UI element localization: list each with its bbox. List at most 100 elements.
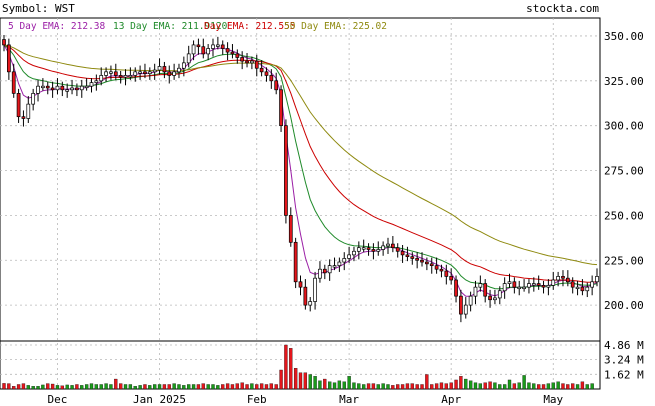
- legend-ema13: 13 Day EMA: 211.9120: [113, 21, 228, 32]
- volume-bar: [12, 386, 16, 390]
- volume-bar: [109, 384, 113, 390]
- candle: [211, 44, 215, 49]
- candle: [104, 71, 108, 76]
- price-tick-label: 200.00: [604, 299, 644, 312]
- candle: [493, 297, 497, 301]
- candle: [254, 60, 259, 69]
- volume-bar: [507, 379, 512, 390]
- candle: [390, 243, 395, 249]
- candle: [371, 249, 376, 252]
- candle: [50, 87, 55, 91]
- candle: [565, 277, 570, 283]
- volume-bar: [464, 378, 468, 390]
- candle: [206, 48, 211, 55]
- volume-bar: [221, 384, 225, 390]
- candle: [220, 44, 225, 49]
- volume-bar: [167, 384, 171, 390]
- candle: [288, 215, 293, 243]
- volume-tick-label: 4.86 M: [604, 339, 644, 352]
- volume-bar: [478, 383, 483, 390]
- volume-bar: [225, 383, 230, 390]
- volume-bar: [31, 386, 35, 390]
- volume-bar: [546, 383, 551, 390]
- time-tick-label: May: [543, 393, 563, 406]
- volume-bar: [138, 385, 142, 390]
- volume-bar: [532, 383, 536, 390]
- volume-bar: [143, 384, 147, 390]
- volume-bar: [114, 378, 118, 390]
- volume-bar: [434, 383, 439, 390]
- legend-ema50: 50 Day EMA: 225.02: [284, 21, 387, 32]
- candle: [16, 93, 21, 118]
- legend-ema5: 5 Day EMA: 212.38: [8, 21, 106, 32]
- candle: [332, 265, 337, 268]
- volume-bar: [7, 383, 11, 390]
- volume-bar: [571, 383, 575, 390]
- candle: [425, 261, 429, 265]
- volume-bar: [128, 384, 133, 390]
- candle: [590, 281, 594, 288]
- candle: [507, 281, 512, 284]
- candle: [327, 265, 332, 274]
- volume-bar: [488, 381, 492, 390]
- volume-bar: [420, 384, 424, 390]
- candle: [556, 276, 560, 281]
- candle: [152, 69, 157, 73]
- volume-bar: [376, 384, 380, 390]
- volume-bar: [517, 382, 521, 390]
- candle: [201, 46, 206, 55]
- volume-bar: [216, 385, 220, 390]
- candle: [177, 67, 181, 73]
- candle: [444, 270, 449, 277]
- volume-bar: [191, 384, 196, 390]
- candle: [21, 116, 26, 119]
- volume-bar: [410, 383, 414, 390]
- candle: [541, 285, 546, 288]
- volume-bar: [94, 384, 99, 390]
- candle: [483, 283, 488, 297]
- price-tick-label: 250.00: [604, 209, 644, 222]
- volume-bar: [16, 384, 21, 390]
- candle: [376, 249, 381, 252]
- volume-bar: [289, 348, 293, 390]
- candle: [41, 85, 45, 89]
- volume-bar: [575, 384, 580, 390]
- volume-bar: [50, 383, 55, 390]
- candle: [585, 286, 590, 292]
- candle: [546, 285, 551, 288]
- candle: [279, 89, 283, 127]
- volume-bar: [118, 383, 123, 390]
- volume-bar: [439, 382, 444, 390]
- volume-bar: [264, 384, 269, 390]
- volume-bar: [328, 381, 332, 390]
- candle: [395, 247, 400, 252]
- volume-bar: [308, 374, 312, 390]
- price-tick-label: 350.00: [604, 30, 644, 43]
- volume-bar: [196, 384, 201, 390]
- volume-bar: [133, 386, 137, 390]
- candle: [36, 85, 40, 94]
- volume-bar: [512, 383, 517, 390]
- candle: [162, 66, 167, 73]
- candle: [322, 268, 327, 274]
- volume-bar: [298, 372, 303, 390]
- volume-bar: [153, 384, 157, 390]
- candle: [250, 60, 254, 64]
- volume-bar: [201, 383, 205, 390]
- volume-bar: [430, 384, 434, 390]
- candle: [551, 279, 556, 286]
- volume-bar: [585, 384, 589, 390]
- candle: [488, 295, 492, 301]
- candle: [575, 286, 580, 290]
- volume-bar: [75, 384, 79, 390]
- volume-bar: [590, 383, 594, 390]
- candle: [157, 66, 162, 71]
- candle: [420, 259, 424, 263]
- candle: [352, 250, 356, 256]
- volume-bar: [449, 382, 453, 390]
- volume-bar: [566, 384, 570, 390]
- volume-bar: [303, 372, 308, 390]
- candle: [235, 53, 240, 58]
- candle: [449, 276, 454, 281]
- candle: [337, 261, 342, 266]
